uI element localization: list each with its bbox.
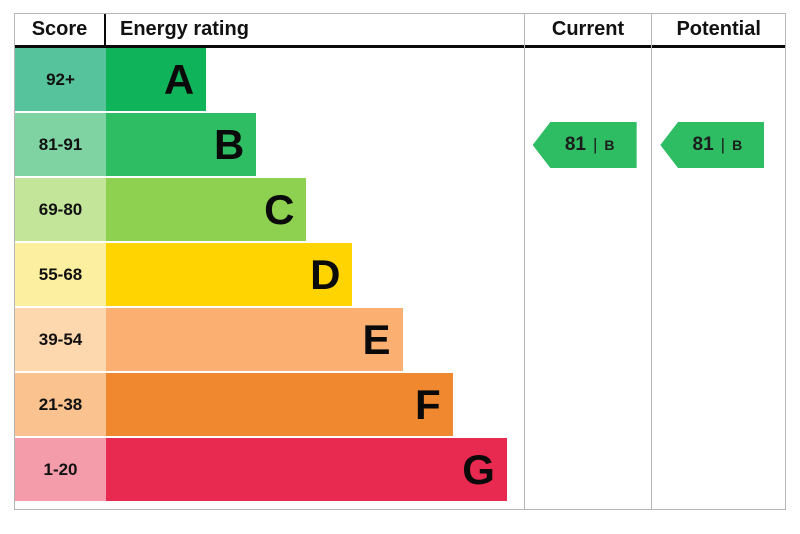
bar-track: B <box>106 113 524 178</box>
rating-bar-D: D <box>106 243 353 306</box>
score-column-header: Score <box>15 14 106 45</box>
current-score-value: 81 <box>564 134 586 155</box>
bar-track: C <box>106 178 524 243</box>
band-row-D: 55-68 D <box>15 243 524 308</box>
current-column-header: Current <box>524 14 652 48</box>
energy-rating-column-header: Energy rating <box>120 18 249 40</box>
rating-letter: E <box>362 315 391 363</box>
potential-divider: | <box>720 135 726 154</box>
rating-bands: 92+ A 81-91 B 69-80 C 55-68 D 39-54 E 21-38 F 1-20 G <box>15 48 524 503</box>
rating-table-header: Score Energy rating <box>15 14 524 48</box>
bar-track: G <box>106 438 524 503</box>
current-rating-arrow: 81 | B <box>532 122 637 168</box>
bar-track: A <box>106 48 524 113</box>
rating-bar-B: B <box>106 113 257 176</box>
band-row-G: 1-20 G <box>15 438 524 503</box>
score-range-label: 21-38 <box>15 373 106 438</box>
band-row-A: 92+ A <box>15 48 524 113</box>
current-column: Current 81 | B <box>523 14 652 509</box>
score-range-label: 92+ <box>15 48 106 113</box>
score-range-label: 81-91 <box>15 113 106 178</box>
potential-rating-arrow: 81 | B <box>660 122 765 168</box>
rating-bar-A: A <box>106 48 207 111</box>
score-range-label: 55-68 <box>15 243 106 308</box>
rating-letter: D <box>310 250 341 298</box>
bar-track: E <box>106 308 524 373</box>
potential-column-body: 81 | B <box>652 48 785 503</box>
potential-score-value: 81 <box>692 134 714 155</box>
rating-letter: A <box>163 55 195 103</box>
rating-table: Score Energy rating 92+ A 81-91 B 69-80 C 55-6… <box>15 14 524 509</box>
bar-track: D <box>106 243 524 308</box>
potential-rating-letter: B <box>732 137 743 153</box>
rating-bar-G: G <box>106 438 507 501</box>
epc-rating-chart: Score Energy rating 92+ A 81-91 B 69-80 C 55-6… <box>14 13 786 510</box>
current-divider: | <box>592 135 598 154</box>
score-range-label: 1-20 <box>15 438 106 503</box>
band-row-B: 81-91 B <box>15 113 524 178</box>
rating-bar-E: E <box>106 308 403 371</box>
band-row-E: 39-54 E <box>15 308 524 373</box>
score-range-label: 39-54 <box>15 308 106 373</box>
band-row-C: 69-80 C <box>15 178 524 243</box>
potential-column: Potential 81 | B <box>651 14 785 509</box>
score-range-label: 69-80 <box>15 178 106 243</box>
rating-bar-F: F <box>106 373 453 436</box>
rating-bar-C: C <box>106 178 307 241</box>
current-rating-letter: B <box>604 137 615 153</box>
rating-letter: B <box>214 120 245 168</box>
rating-letter: G <box>462 445 495 493</box>
current-column-body: 81 | B <box>525 48 652 503</box>
potential-column-header: Potential <box>652 14 785 48</box>
band-row-F: 21-38 F <box>15 373 524 438</box>
bar-track: F <box>106 373 524 438</box>
rating-letter: C <box>264 185 295 233</box>
rating-letter: F <box>415 380 441 428</box>
